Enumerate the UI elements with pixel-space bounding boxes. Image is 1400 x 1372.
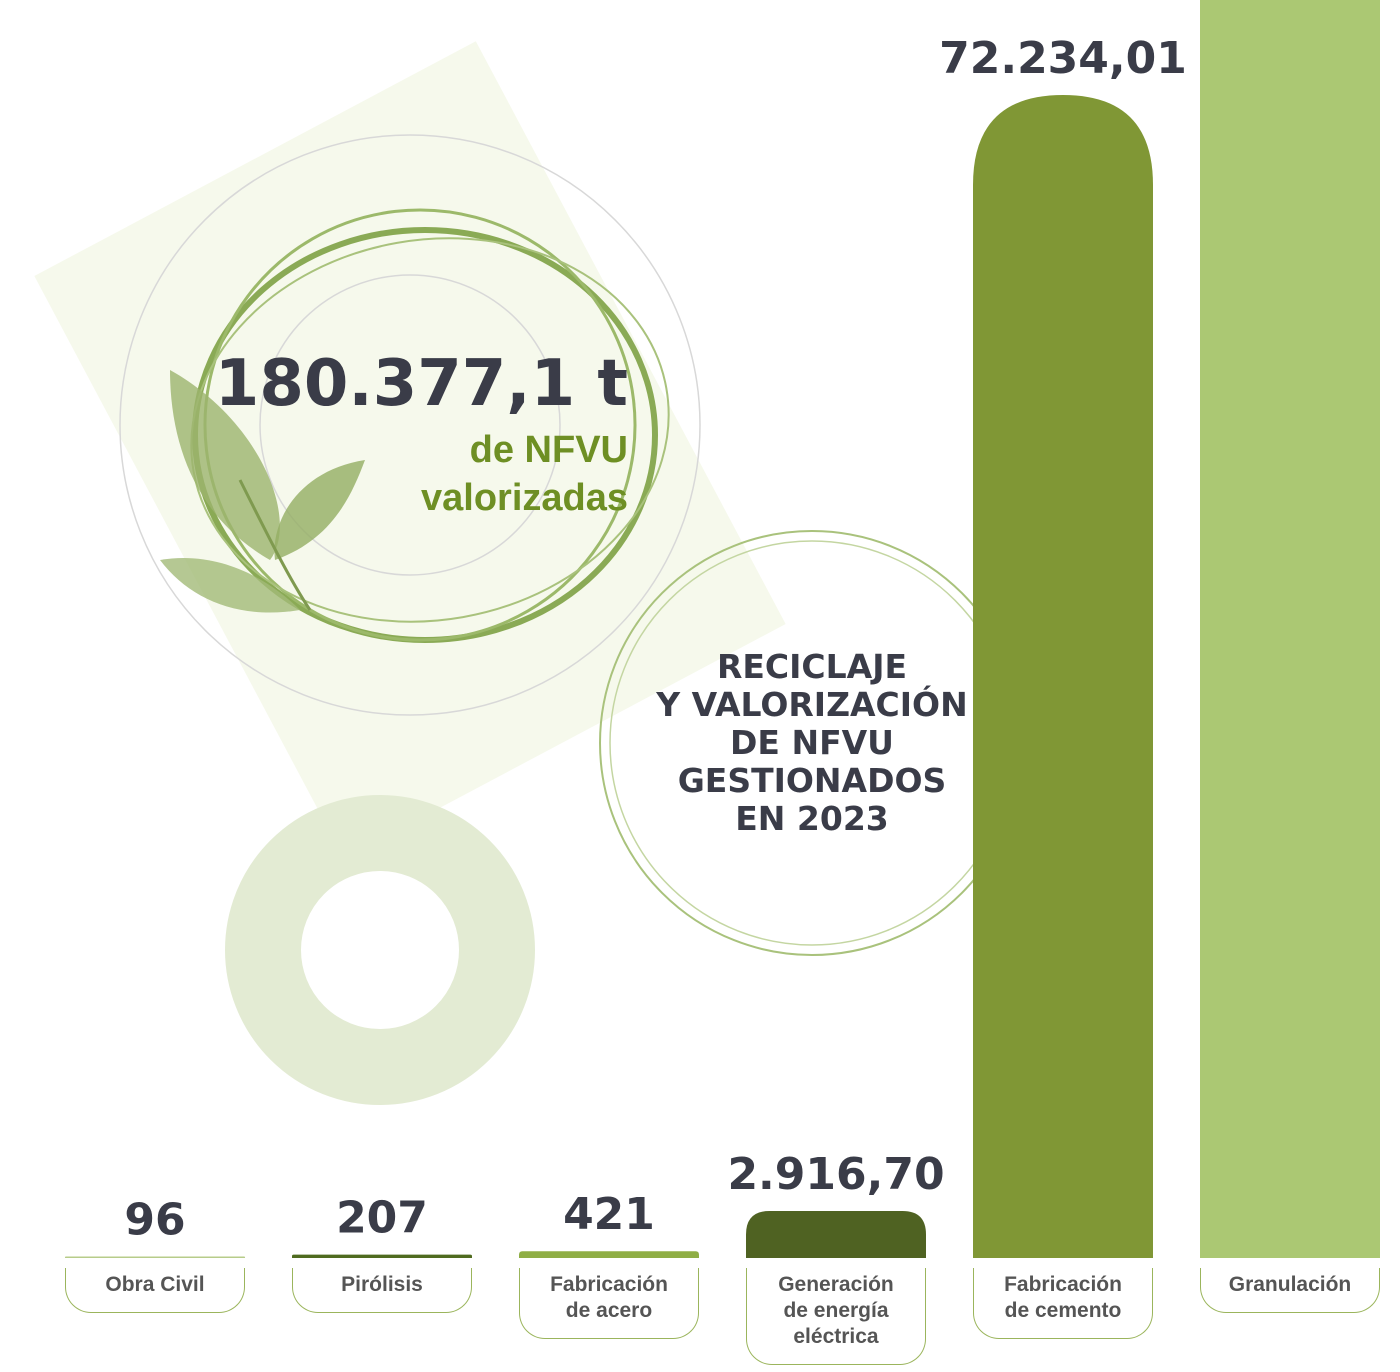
category-label: Generación de energía eléctrica [746, 1268, 926, 1365]
value-label: 2.916,70 [727, 1149, 944, 1200]
title-line: EN 2023 [735, 799, 889, 838]
value-label: 96 [124, 1194, 185, 1245]
decoration [34, 41, 1024, 1067]
category-label: Obra Civil [65, 1268, 245, 1313]
category-label: Fabricación de cemento [973, 1268, 1153, 1339]
bar [973, 95, 1153, 1258]
bar [65, 1256, 245, 1258]
headline: 180.377,1 t [215, 347, 628, 421]
title-line: DE NFVU [730, 723, 894, 762]
category-label: Granulación [1200, 1268, 1380, 1313]
value-label: 421 [563, 1189, 655, 1240]
bar [746, 1211, 926, 1258]
bar [292, 1255, 472, 1258]
title-line: GESTIONADOS [678, 761, 947, 800]
category-label: Fabricación de acero [519, 1268, 699, 1339]
title-line: RECICLAJE [717, 647, 907, 686]
value-label: 72.234,01 [939, 33, 1187, 84]
subheadline: de NFVU [470, 429, 628, 471]
infographic: 180.377,1 t de NFVU valorizadas RECICLAJ… [0, 0, 1400, 1372]
category-label: Pirólisis [292, 1268, 472, 1313]
value-label: 207 [336, 1193, 428, 1244]
title-line: Y VALORIZACIÓN [655, 684, 967, 724]
bar [519, 1251, 699, 1258]
bar [1200, 0, 1380, 1258]
chart: 180.377,1 t de NFVU valorizadas RECICLAJ… [0, 0, 1400, 1372]
subheadline: valorizadas [421, 477, 628, 519]
